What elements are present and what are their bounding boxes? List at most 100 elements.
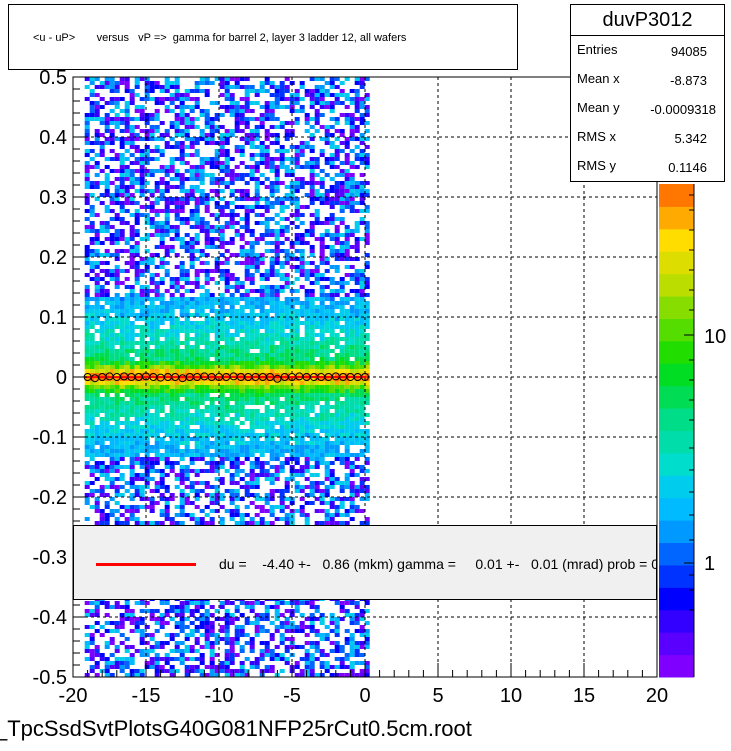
heatmap-cell (154, 221, 160, 225)
heatmap-cell (139, 425, 145, 429)
heatmap-cell (279, 305, 285, 309)
heatmap-cell (269, 345, 275, 349)
heatmap-cell (159, 497, 165, 501)
heatmap-cell (144, 85, 150, 89)
heatmap-cell (284, 353, 290, 357)
heatmap-cell (129, 125, 135, 129)
heatmap-cell (159, 457, 165, 461)
heatmap-cell (284, 229, 290, 233)
heatmap-cell (164, 213, 170, 217)
heatmap-cell (169, 453, 175, 457)
heatmap-cell (344, 509, 350, 513)
heatmap-cell (94, 309, 100, 313)
heatmap-cell (184, 417, 190, 421)
heatmap-cell (104, 409, 110, 413)
heatmap-cell (244, 121, 250, 125)
heatmap-cell (184, 137, 190, 141)
heatmap-cell (309, 337, 315, 341)
heatmap-cell (99, 429, 105, 433)
heatmap-cell (134, 509, 140, 513)
heatmap-cell (114, 309, 120, 313)
heatmap-cell (199, 225, 205, 229)
heatmap-cell (149, 521, 155, 525)
heatmap-cell (309, 305, 315, 309)
heatmap-cell (129, 517, 135, 521)
heatmap-cell (264, 129, 270, 133)
heatmap-cell (364, 429, 370, 433)
heatmap-cell (219, 517, 225, 521)
heatmap-cell (244, 361, 250, 365)
heatmap-cell (114, 273, 120, 277)
heatmap-cell (184, 217, 190, 221)
heatmap-cell (269, 193, 275, 197)
heatmap-cell (284, 341, 290, 345)
heatmap-cell (319, 261, 325, 265)
heatmap-cell (104, 209, 110, 213)
heatmap-cell (129, 201, 135, 205)
heatmap-cell (189, 461, 195, 465)
heatmap-cell (184, 189, 190, 193)
heatmap-cell (199, 369, 205, 373)
heatmap-cell (334, 357, 340, 361)
heatmap-cell (114, 201, 120, 205)
heatmap-cell (149, 393, 155, 397)
heatmap-cell (184, 133, 190, 137)
heatmap-cell (359, 305, 365, 309)
heatmap-cell (179, 205, 185, 209)
heatmap-cell (309, 145, 315, 149)
heatmap-cell (239, 145, 245, 149)
heatmap-cell (234, 177, 240, 181)
heatmap-cell (264, 429, 270, 433)
heatmap-cell (179, 465, 185, 469)
heatmap-cell (124, 241, 130, 245)
heatmap-cell (219, 409, 225, 413)
heatmap-cell (84, 169, 90, 173)
heatmap-cell (214, 77, 220, 81)
heatmap-cell (334, 117, 340, 121)
heatmap-cell (264, 329, 270, 333)
heatmap-cell (154, 457, 160, 461)
heatmap-cell (289, 349, 295, 353)
heatmap-cell (209, 213, 215, 217)
heatmap-cell (284, 169, 290, 173)
heatmap-cell (179, 217, 185, 221)
heatmap-cell (269, 437, 275, 441)
heatmap-cell (209, 305, 215, 309)
heatmap-cell (324, 217, 330, 221)
heatmap-cell (359, 273, 365, 277)
heatmap-cell (244, 273, 250, 277)
heatmap-cell (344, 185, 350, 189)
heatmap-cell (124, 429, 130, 433)
heatmap-cell (194, 417, 200, 421)
heatmap-cell (344, 477, 350, 481)
heatmap-cell (179, 141, 185, 145)
heatmap-cell (339, 249, 345, 253)
heatmap-cell (359, 485, 365, 489)
heatmap-cell (319, 497, 325, 501)
heatmap-cell (344, 249, 350, 253)
heatmap-cell (244, 105, 250, 109)
heatmap-cell (189, 413, 195, 417)
heatmap-cell (89, 437, 95, 441)
heatmap-cell (304, 417, 310, 421)
heatmap-cell (249, 117, 255, 121)
heatmap-cell (219, 93, 225, 97)
heatmap-cell (99, 277, 105, 281)
heatmap-cell (234, 253, 240, 257)
heatmap-cell (329, 317, 335, 321)
heatmap-cell (119, 317, 125, 321)
heatmap-cell (264, 309, 270, 313)
heatmap-cell (364, 189, 370, 193)
heatmap-cell (329, 297, 335, 301)
heatmap-cell (159, 485, 165, 489)
heatmap-cell (244, 205, 250, 209)
heatmap-cell (334, 193, 340, 197)
heatmap-cell (324, 325, 330, 329)
heatmap-cell (169, 329, 175, 333)
heatmap-cell (164, 329, 170, 333)
heatmap-cell (299, 309, 305, 313)
heatmap-cell (254, 421, 260, 425)
heatmap-cell (124, 505, 130, 509)
heatmap-cell (234, 321, 240, 325)
heatmap-cell (129, 89, 135, 93)
